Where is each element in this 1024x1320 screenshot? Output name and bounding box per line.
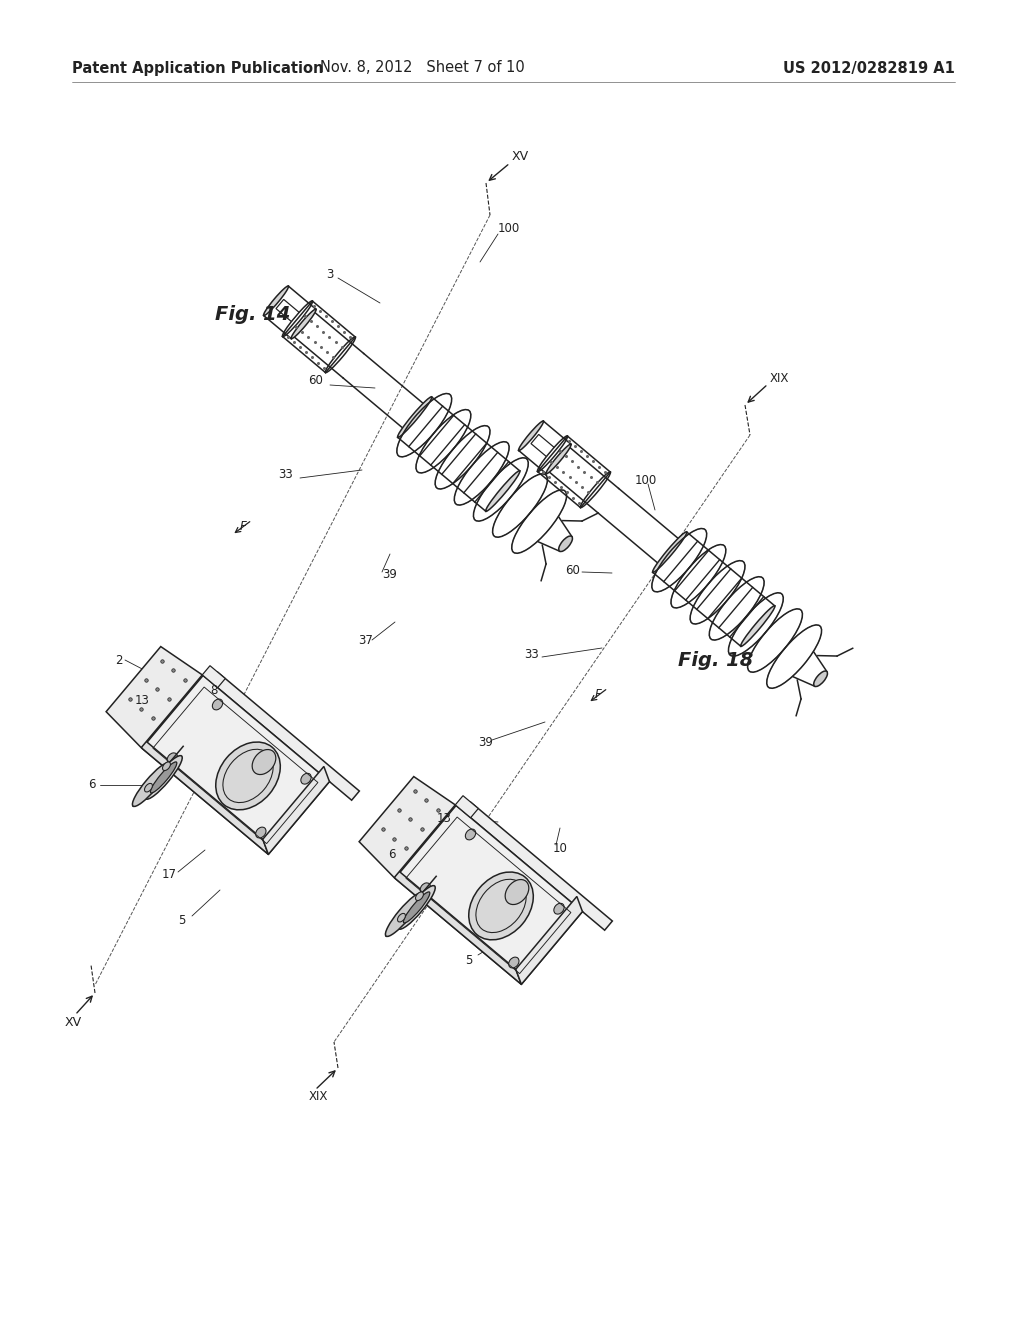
Ellipse shape (469, 873, 534, 940)
Text: Patent Application Publication: Patent Application Publication (72, 61, 324, 75)
Text: 100: 100 (498, 222, 520, 235)
Ellipse shape (132, 763, 170, 807)
Ellipse shape (151, 762, 177, 793)
Polygon shape (389, 863, 521, 985)
Ellipse shape (814, 671, 827, 686)
Polygon shape (516, 896, 583, 985)
Text: 60: 60 (565, 564, 580, 577)
Ellipse shape (167, 752, 177, 764)
Ellipse shape (652, 532, 687, 573)
Ellipse shape (509, 957, 519, 968)
Text: Fig. 14: Fig. 14 (215, 305, 291, 325)
Text: 13: 13 (437, 812, 452, 825)
Polygon shape (359, 776, 456, 878)
Ellipse shape (256, 828, 266, 838)
Ellipse shape (252, 750, 275, 775)
Polygon shape (263, 767, 330, 854)
Text: 100: 100 (635, 474, 657, 487)
Polygon shape (136, 733, 268, 854)
Text: 13: 13 (135, 693, 150, 706)
Ellipse shape (398, 886, 435, 929)
Polygon shape (463, 803, 612, 931)
Ellipse shape (263, 286, 289, 315)
Text: Nov. 8, 2012   Sheet 7 of 10: Nov. 8, 2012 Sheet 7 of 10 (319, 61, 524, 75)
Text: 37: 37 (358, 634, 373, 647)
Text: 33: 33 (524, 648, 539, 661)
Ellipse shape (416, 892, 423, 900)
Ellipse shape (546, 444, 571, 474)
Text: 6: 6 (88, 779, 95, 792)
Ellipse shape (216, 742, 281, 810)
Polygon shape (210, 672, 359, 800)
Ellipse shape (397, 397, 432, 437)
Text: 8: 8 (210, 684, 217, 697)
Text: 60: 60 (308, 374, 323, 387)
Ellipse shape (212, 700, 222, 710)
Text: XV: XV (512, 150, 529, 164)
Polygon shape (142, 676, 330, 854)
Text: 17: 17 (162, 869, 177, 882)
Polygon shape (456, 796, 478, 817)
Ellipse shape (740, 606, 775, 647)
Ellipse shape (397, 913, 406, 921)
Ellipse shape (144, 783, 153, 792)
Polygon shape (531, 434, 554, 457)
Ellipse shape (420, 883, 430, 894)
Text: XIX: XIX (770, 372, 790, 385)
Text: XIX: XIX (309, 1090, 329, 1104)
Text: F: F (595, 689, 602, 701)
Ellipse shape (301, 774, 311, 784)
Polygon shape (203, 665, 225, 688)
Ellipse shape (385, 892, 423, 936)
Ellipse shape (485, 471, 520, 511)
Ellipse shape (518, 421, 544, 450)
Ellipse shape (403, 892, 430, 923)
Text: 3: 3 (326, 268, 334, 281)
Ellipse shape (465, 829, 476, 840)
Ellipse shape (163, 762, 170, 771)
Text: F: F (240, 520, 247, 533)
Ellipse shape (291, 309, 316, 339)
Text: 39: 39 (478, 735, 493, 748)
Ellipse shape (559, 536, 572, 552)
Text: Fig. 18: Fig. 18 (678, 651, 754, 669)
Text: 39: 39 (382, 569, 397, 582)
Ellipse shape (145, 755, 182, 799)
Text: 5: 5 (465, 953, 472, 966)
Text: 6: 6 (388, 849, 395, 862)
Polygon shape (276, 300, 299, 322)
Text: 10: 10 (553, 842, 568, 854)
Text: 2: 2 (115, 653, 123, 667)
Ellipse shape (505, 879, 528, 904)
Text: XV: XV (65, 1015, 82, 1028)
Text: 5: 5 (178, 913, 185, 927)
Text: US 2012/0282819 A1: US 2012/0282819 A1 (783, 61, 955, 75)
Text: 33: 33 (278, 469, 293, 482)
Ellipse shape (554, 903, 564, 915)
Polygon shape (395, 805, 583, 985)
Polygon shape (106, 647, 203, 747)
